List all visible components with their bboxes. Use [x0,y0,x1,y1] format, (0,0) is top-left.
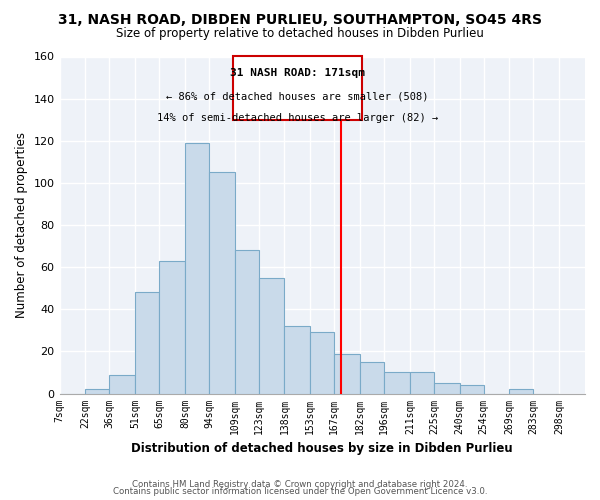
Bar [109,374,135,394]
Bar [235,250,259,394]
Bar [185,143,209,394]
Bar [284,326,310,394]
Text: ← 86% of detached houses are smaller (508): ← 86% of detached houses are smaller (50… [166,92,428,102]
Bar [259,278,284,394]
Text: 14% of semi-detached houses are larger (82) →: 14% of semi-detached houses are larger (… [157,112,438,122]
Bar [410,372,434,394]
Bar [209,172,235,394]
Bar [460,385,484,394]
X-axis label: Distribution of detached houses by size in Dibden Purlieu: Distribution of detached houses by size … [131,442,513,455]
Text: Size of property relative to detached houses in Dibden Purlieu: Size of property relative to detached ho… [116,28,484,40]
Bar [360,362,384,394]
Bar [233,56,362,120]
Text: Contains public sector information licensed under the Open Government Licence v3: Contains public sector information licen… [113,488,487,496]
Bar [434,383,460,394]
Bar [509,390,533,394]
Bar [334,354,360,394]
Bar [85,390,109,394]
Y-axis label: Number of detached properties: Number of detached properties [15,132,28,318]
Bar [310,332,334,394]
Bar [384,372,410,394]
Text: Contains HM Land Registry data © Crown copyright and database right 2024.: Contains HM Land Registry data © Crown c… [132,480,468,489]
Text: 31 NASH ROAD: 171sqm: 31 NASH ROAD: 171sqm [230,68,365,78]
Bar [159,261,185,394]
Bar [135,292,159,394]
Text: 31, NASH ROAD, DIBDEN PURLIEU, SOUTHAMPTON, SO45 4RS: 31, NASH ROAD, DIBDEN PURLIEU, SOUTHAMPT… [58,12,542,26]
